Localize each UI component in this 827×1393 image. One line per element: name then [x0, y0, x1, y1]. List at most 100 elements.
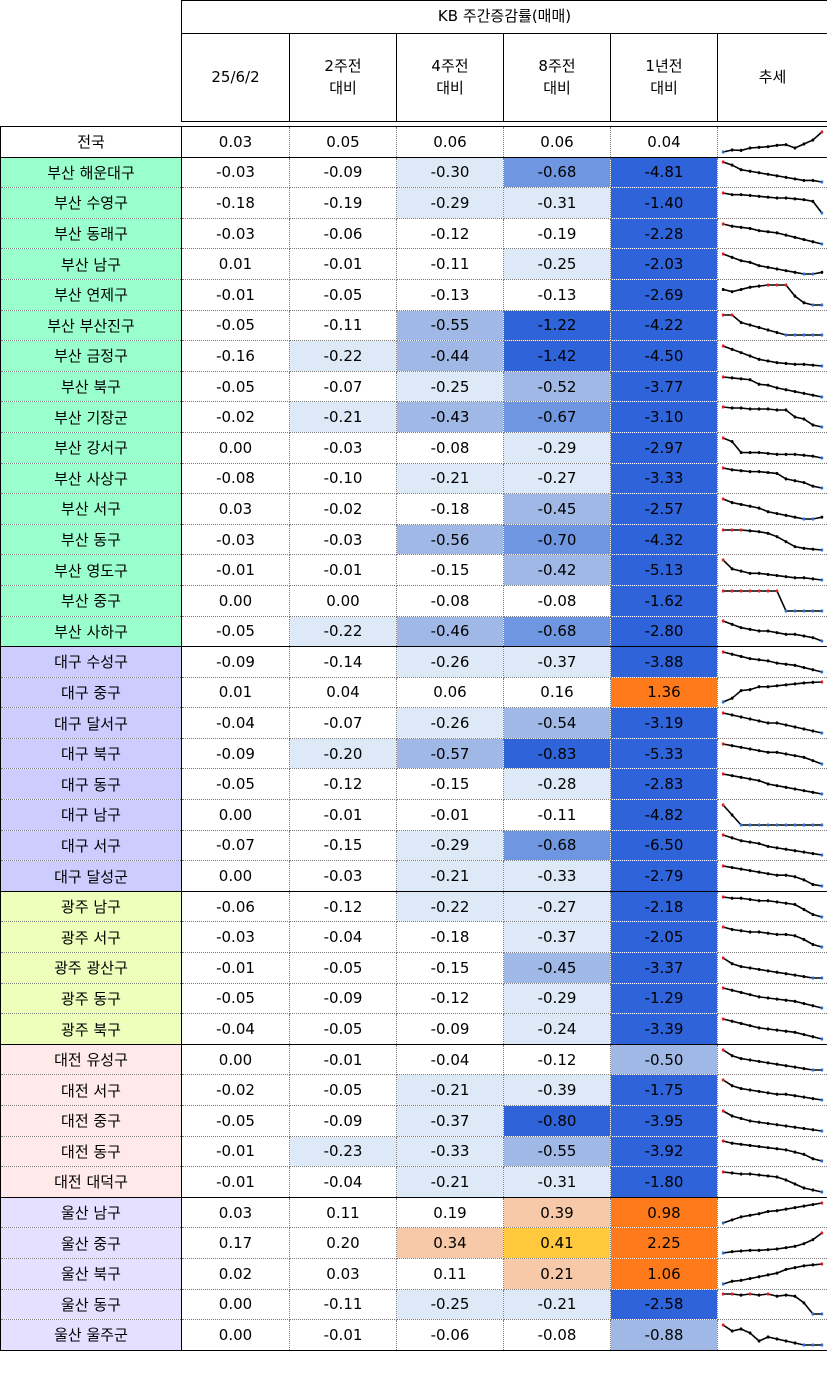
value-cell-8w: -0.45: [503, 493, 611, 525]
trend-point: [757, 506, 761, 510]
trend-point: [721, 405, 725, 409]
table-row: 대전 대덕구 -0.01 -0.04 -0.21 -0.31 -1.80: [0, 1166, 827, 1198]
trend-sparkline: [717, 707, 827, 739]
trend-line: [723, 897, 822, 917]
trend-line: [723, 1294, 822, 1314]
value-cell-2w: -0.09: [289, 157, 397, 189]
value-cell-1y: -3.92: [610, 1136, 718, 1168]
trend-point: [784, 971, 788, 976]
trend-point: [766, 359, 770, 363]
trend-point: [811, 1127, 815, 1132]
value-cell-1y: -2.80: [610, 616, 718, 648]
value-cell-8w: -0.27: [503, 463, 611, 495]
trend-point: [802, 634, 806, 638]
value-cell-1y: -4.82: [610, 799, 718, 831]
value-cell-4w: -0.06: [396, 1319, 504, 1351]
trend-point: [793, 177, 797, 181]
trend-point: [775, 534, 779, 538]
value-cell-8w: -0.25: [503, 248, 611, 280]
trend-line: [723, 1141, 822, 1161]
trend-point: [739, 1172, 743, 1176]
trend-sparkline: [717, 1289, 827, 1321]
value-cell-2w: -0.07: [289, 371, 397, 403]
table-row: 대구 남구 0.00 -0.01 -0.01 -0.11 -4.82: [0, 799, 827, 831]
trend-point: [793, 1182, 797, 1186]
trend-point: [784, 387, 788, 391]
sparkline-svg: [721, 711, 824, 735]
trend-line: [723, 162, 822, 182]
trend-point: [721, 1323, 725, 1327]
value-cell-4w: 0.06: [396, 677, 504, 709]
trend-line: [723, 621, 822, 641]
value-cell-8w: 0.39: [503, 1197, 611, 1229]
trend-point: [739, 775, 743, 780]
value-cell-8w: -0.68: [503, 830, 611, 862]
trend-point: [730, 439, 734, 443]
value-cell-4w: -0.57: [396, 738, 504, 770]
sparkline-svg: [721, 558, 824, 582]
trend-point: [766, 1209, 770, 1213]
col-header-4w: 4주전 대비: [396, 33, 504, 122]
group-header: KB 주간증감률(매매): [180, 0, 827, 34]
sparkline-svg: [721, 191, 824, 215]
trend-point: [775, 997, 779, 1002]
trend-point: [775, 331, 779, 335]
sparkline-svg: [721, 650, 824, 674]
trend-point: [757, 529, 761, 533]
trend-point: [802, 1263, 806, 1268]
trend-point: [793, 1000, 797, 1004]
trend-point: [757, 1090, 761, 1094]
value-cell-4w: -0.29: [396, 830, 504, 862]
trend-point: [775, 1092, 779, 1097]
trend-point: [730, 713, 734, 717]
trend-point: [820, 515, 824, 519]
table-row: 부산 해운대구 -0.03 -0.09 -0.30 -0.68 -4.81: [0, 157, 827, 189]
trend-sparkline: [717, 524, 827, 556]
trend-point: [784, 283, 788, 287]
trend-point: [820, 211, 824, 215]
trend-point: [730, 1084, 734, 1088]
value-cell-current: -0.05: [181, 310, 290, 342]
trend-line: [723, 1325, 822, 1345]
trend-sparkline: [717, 952, 827, 984]
trend-point: [757, 1248, 761, 1253]
trend-point: [739, 193, 743, 197]
trend-sparkline: [717, 493, 827, 525]
trend-point: [820, 762, 824, 766]
trend-point: [784, 142, 788, 147]
value-cell-2w: -0.07: [289, 707, 397, 739]
trend-point: [811, 363, 815, 367]
trend-point: [811, 333, 815, 337]
trend-point: [811, 681, 815, 685]
region-name: 대전 대덕구: [0, 1166, 182, 1198]
value-cell-1y: -0.50: [610, 1044, 718, 1076]
trend-point: [784, 933, 788, 937]
trend-point: [739, 351, 743, 355]
trend-point: [730, 313, 734, 317]
value-cell-1y: -2.58: [610, 1289, 718, 1321]
trend-point: [784, 269, 788, 273]
value-cell-2w: -0.09: [289, 983, 397, 1015]
sparkline-svg: [721, 833, 824, 858]
value-cell-current: 0.00: [181, 860, 290, 892]
sparkline-svg: [721, 1109, 824, 1133]
value-cell-1y: -4.32: [610, 524, 718, 556]
trend-point: [730, 347, 734, 351]
value-cell-8w: -0.83: [503, 738, 611, 770]
trend-sparkline: [717, 157, 827, 189]
value-cell-2w: -0.20: [289, 738, 397, 770]
trend-point: [766, 265, 770, 270]
trend-point: [793, 725, 797, 729]
region-name: 대구 북구: [0, 738, 182, 770]
trend-point: [775, 750, 779, 754]
col-header-1y: 1년전 대비: [610, 33, 718, 122]
value-cell-1y: 1.36: [610, 677, 718, 709]
trend-line: [723, 499, 822, 519]
trend-point: [793, 515, 797, 519]
trend-point: [721, 1220, 725, 1225]
value-cell-1y: -3.37: [610, 952, 718, 984]
sparkline-svg: [721, 680, 824, 705]
value-cell-1y: 0.04: [610, 126, 718, 158]
trend-point: [775, 933, 779, 937]
region-name: 부산 수영구: [0, 187, 182, 219]
